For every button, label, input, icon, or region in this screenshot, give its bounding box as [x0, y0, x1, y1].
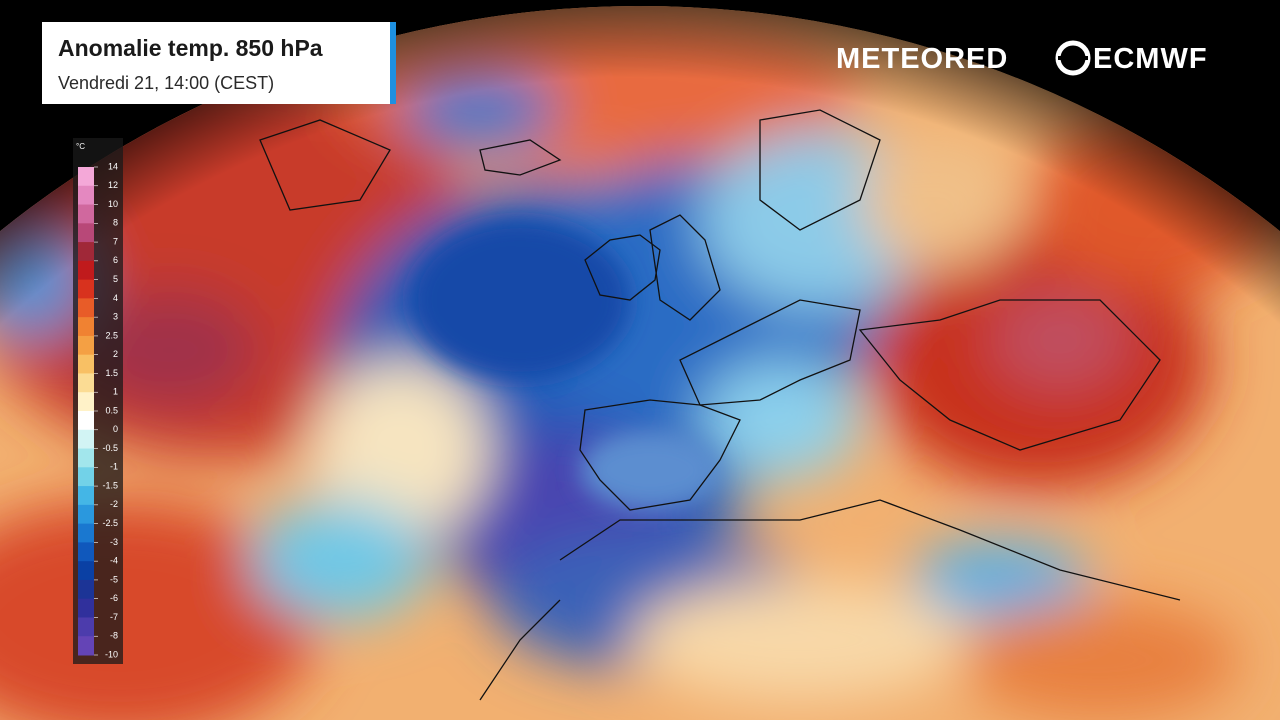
title: Anomalie temp. 850 hPa [58, 35, 323, 61]
legend-swatch [78, 317, 94, 337]
title-box: Anomalie temp. 850 hPa Vendredi 21, 14:0… [42, 22, 396, 104]
legend-swatch [78, 185, 94, 206]
legend-label: -8 [110, 631, 118, 641]
legend-swatch [78, 260, 94, 281]
legend-label: -5 [110, 574, 118, 584]
subtitle: Vendredi 21, 14:00 (CEST) [58, 73, 274, 93]
legend-label: -3 [110, 537, 118, 547]
legend-swatch [78, 542, 94, 562]
legend-unit: °C [76, 142, 85, 151]
legend-swatch [78, 448, 94, 468]
legend-swatch [78, 467, 94, 487]
legend-swatch [78, 486, 94, 506]
legend-label: -0.5 [102, 443, 118, 453]
legend-label: 5 [113, 274, 118, 284]
partner-logo: ECMWF [1093, 43, 1208, 75]
legend-swatch [78, 429, 94, 450]
legend-label: 2.5 [105, 330, 118, 340]
legend: °C 14 12 10 8 7 6 5 4 3 2.5 2 1.5 1 0.5 0 -0.5 -1 -1.5 -2 -… [73, 138, 123, 664]
legend-label: 0.5 [105, 405, 118, 415]
legend-swatch [78, 373, 94, 393]
legend-label: 14 [108, 161, 118, 171]
legend-label: 12 [108, 180, 118, 190]
legend-swatch [78, 523, 94, 543]
legend-label: 4 [113, 293, 118, 303]
legend-label: -7 [110, 612, 118, 622]
legend-swatch [78, 204, 94, 224]
legend-swatch [78, 242, 94, 262]
legend-swatch [78, 223, 94, 243]
legend-swatch [78, 392, 94, 412]
legend-label: 8 [113, 218, 118, 228]
partner-icon [1055, 40, 1091, 76]
legend-label: 1 [113, 387, 118, 397]
legend-label: 1.5 [105, 368, 118, 378]
legend-swatch [78, 335, 94, 356]
legend-label: -2 [110, 499, 118, 509]
legend-label: -1.5 [102, 480, 118, 490]
title-accent [390, 22, 396, 104]
legend-label: 10 [108, 199, 118, 209]
legend-label: 7 [113, 236, 118, 246]
legend-label: -6 [110, 593, 118, 603]
legend-swatch [78, 598, 94, 618]
legend-label: -10 [105, 649, 118, 659]
legend-label: -4 [110, 556, 118, 566]
legend-swatch [78, 167, 94, 187]
legend-swatch [78, 354, 94, 374]
legend-swatch [78, 579, 94, 600]
legend-label: 0 [113, 424, 118, 434]
legend-swatch [78, 617, 94, 637]
legend-swatch [78, 561, 94, 581]
legend-swatch [78, 636, 94, 656]
legend-label: -1 [110, 462, 118, 472]
legend-label: -2.5 [102, 518, 118, 528]
legend-swatch [78, 504, 94, 525]
logos: METEORED ECMWF [836, 40, 1208, 76]
brand-logo: METEORED [836, 43, 1008, 75]
legend-swatch [78, 279, 94, 299]
legend-label: 6 [113, 255, 118, 265]
legend-label: 2 [113, 349, 118, 359]
legend-swatch [78, 298, 94, 318]
title-panel [42, 22, 390, 104]
legend-swatch [78, 411, 94, 431]
legend-label: 3 [113, 312, 118, 322]
